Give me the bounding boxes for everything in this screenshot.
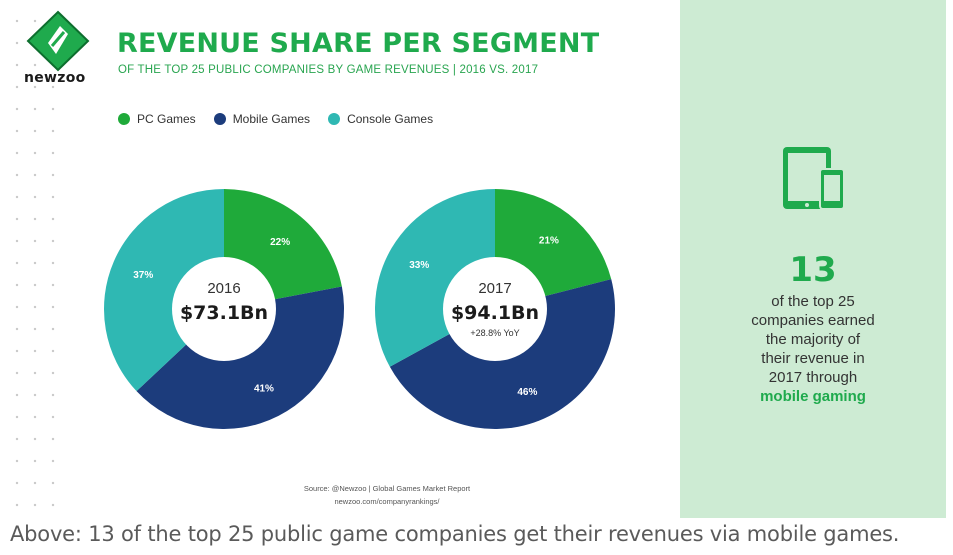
center-note: +28.8% YoY [470, 328, 519, 338]
image-caption: Above: 13 of the top 25 public game comp… [10, 522, 900, 546]
source-line-1: Source: @Newzoo | Global Games Market Re… [303, 484, 471, 493]
side-line: the majority of [765, 331, 861, 348]
logo-wordmark: newzoo [24, 70, 86, 86]
slice-label-console: 37% [133, 270, 153, 281]
source-note: Source: @Newzoo | Global Games Market Re… [262, 482, 512, 508]
center-value: $94.1Bn [451, 302, 539, 324]
center-year: 2016 [207, 280, 240, 297]
legend-swatch-pc [118, 113, 130, 125]
side-line: companies earned [751, 312, 875, 329]
legend-label-mobile: Mobile Games [232, 112, 311, 126]
legend-item-console: Console Games [328, 112, 433, 126]
legend-label-pc: PC Games [137, 112, 196, 126]
chart-title: REVENUE SHARE PER SEGMENT [117, 28, 600, 59]
legend-item-pc: PC Games [118, 112, 196, 126]
tablet-phone-icon [783, 147, 845, 210]
donut-chart-2016: 22% 41% 37% 2016 $73.1Bn [103, 189, 345, 429]
legend-label-console: Console Games [347, 112, 434, 126]
donut-chart-2017: 21% 46% 33% 2017 $94.1Bn +28.8% YoY [375, 189, 615, 429]
infographic: newzoo REVENUE SHARE PER SEGMENT OF THE … [8, 0, 946, 518]
center-year: 2017 [478, 280, 511, 297]
side-line: their revenue in [761, 350, 865, 367]
center-value: $73.1Bn [180, 302, 268, 324]
newzoo-logo [22, 10, 94, 90]
legend-swatch-mobile [213, 113, 226, 125]
companies-count: 13 [789, 250, 837, 290]
side-panel: 13 of the top 25 companies earned the ma… [680, 0, 946, 518]
slice-label-pc: 22% [270, 237, 290, 248]
chart-subtitle: OF THE TOP 25 PUBLIC COMPANIES BY GAME R… [118, 64, 539, 76]
slice-label-console: 33% [409, 260, 429, 271]
slice-console [103, 189, 224, 392]
legend-swatch-console [328, 113, 341, 125]
slice-label-pc: 21% [539, 235, 559, 246]
side-line: 2017 through [768, 369, 858, 386]
side-line: of the top 25 [771, 293, 855, 310]
dot-pattern [8, 10, 68, 510]
legend: PC Games Mobile Games Console Games [118, 112, 433, 126]
source-line-2: newzoo.com/companyrankings/ [334, 497, 440, 506]
slice-label-mobile: 46% [517, 387, 537, 398]
legend-item-mobile: Mobile Games [213, 112, 311, 126]
slice-label-mobile: 41% [254, 383, 274, 394]
donut-hole [443, 257, 547, 361]
side-highlight: mobile gaming [760, 388, 866, 405]
side-description: of the top 25 companies earned the major… [680, 292, 946, 406]
donut-hole [172, 257, 276, 361]
newzoo-logo-icon [26, 10, 90, 72]
